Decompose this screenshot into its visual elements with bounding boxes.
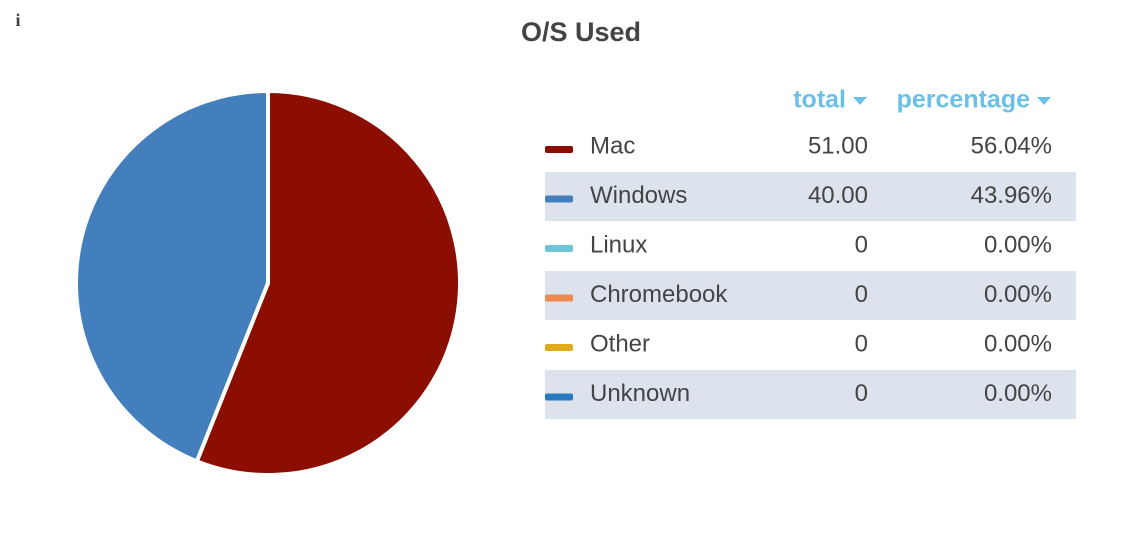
- total-value: 0: [855, 330, 868, 357]
- total-value: 0: [855, 380, 868, 407]
- percentage-value: 0.00%: [984, 330, 1052, 357]
- pie-slice: [74, 89, 270, 464]
- total-value: 51.00: [808, 132, 868, 159]
- percentage-value: 43.96%: [971, 182, 1052, 209]
- legend-swatch: [545, 294, 573, 302]
- percentage-value: 0.00%: [984, 380, 1052, 407]
- legend-label: Linux: [590, 231, 647, 258]
- legend-label: Windows: [590, 182, 687, 209]
- legend-swatch: [545, 195, 573, 203]
- legend-label: Unknown: [590, 380, 690, 407]
- chart-title: O/S Used: [521, 17, 641, 47]
- legend-swatch: [545, 245, 573, 252]
- legend-table: Mac 51.00 56.04% Windows 40.00 43.96% Linux 0 0.…: [545, 132, 1076, 419]
- row-background: [545, 370, 1076, 419]
- sort-arrow[interactable]: [853, 97, 867, 105]
- row-background: [545, 271, 1076, 320]
- pie-slice: [194, 89, 462, 477]
- column-header[interactable]: percentage: [897, 86, 1030, 114]
- legend-swatch: [545, 146, 573, 153]
- percentage-value: 56.04%: [971, 132, 1052, 159]
- legend-swatch: [545, 393, 573, 401]
- total-value: 0: [855, 281, 868, 308]
- column-header[interactable]: total: [793, 86, 846, 114]
- total-value: 40.00: [808, 182, 868, 209]
- info-icon[interactable]: i: [15, 10, 20, 30]
- legend-label: Mac: [590, 132, 635, 159]
- sort-arrow[interactable]: [1037, 97, 1051, 105]
- row-background: [545, 172, 1076, 221]
- total-value: 0: [855, 231, 868, 258]
- legend-swatch: [545, 344, 573, 351]
- pie: [74, 89, 462, 477]
- percentage-value: 0.00%: [984, 231, 1052, 258]
- legend-label: Chromebook: [590, 281, 728, 308]
- legend-label: Other: [590, 330, 650, 357]
- percentage-value: 0.00%: [984, 281, 1052, 308]
